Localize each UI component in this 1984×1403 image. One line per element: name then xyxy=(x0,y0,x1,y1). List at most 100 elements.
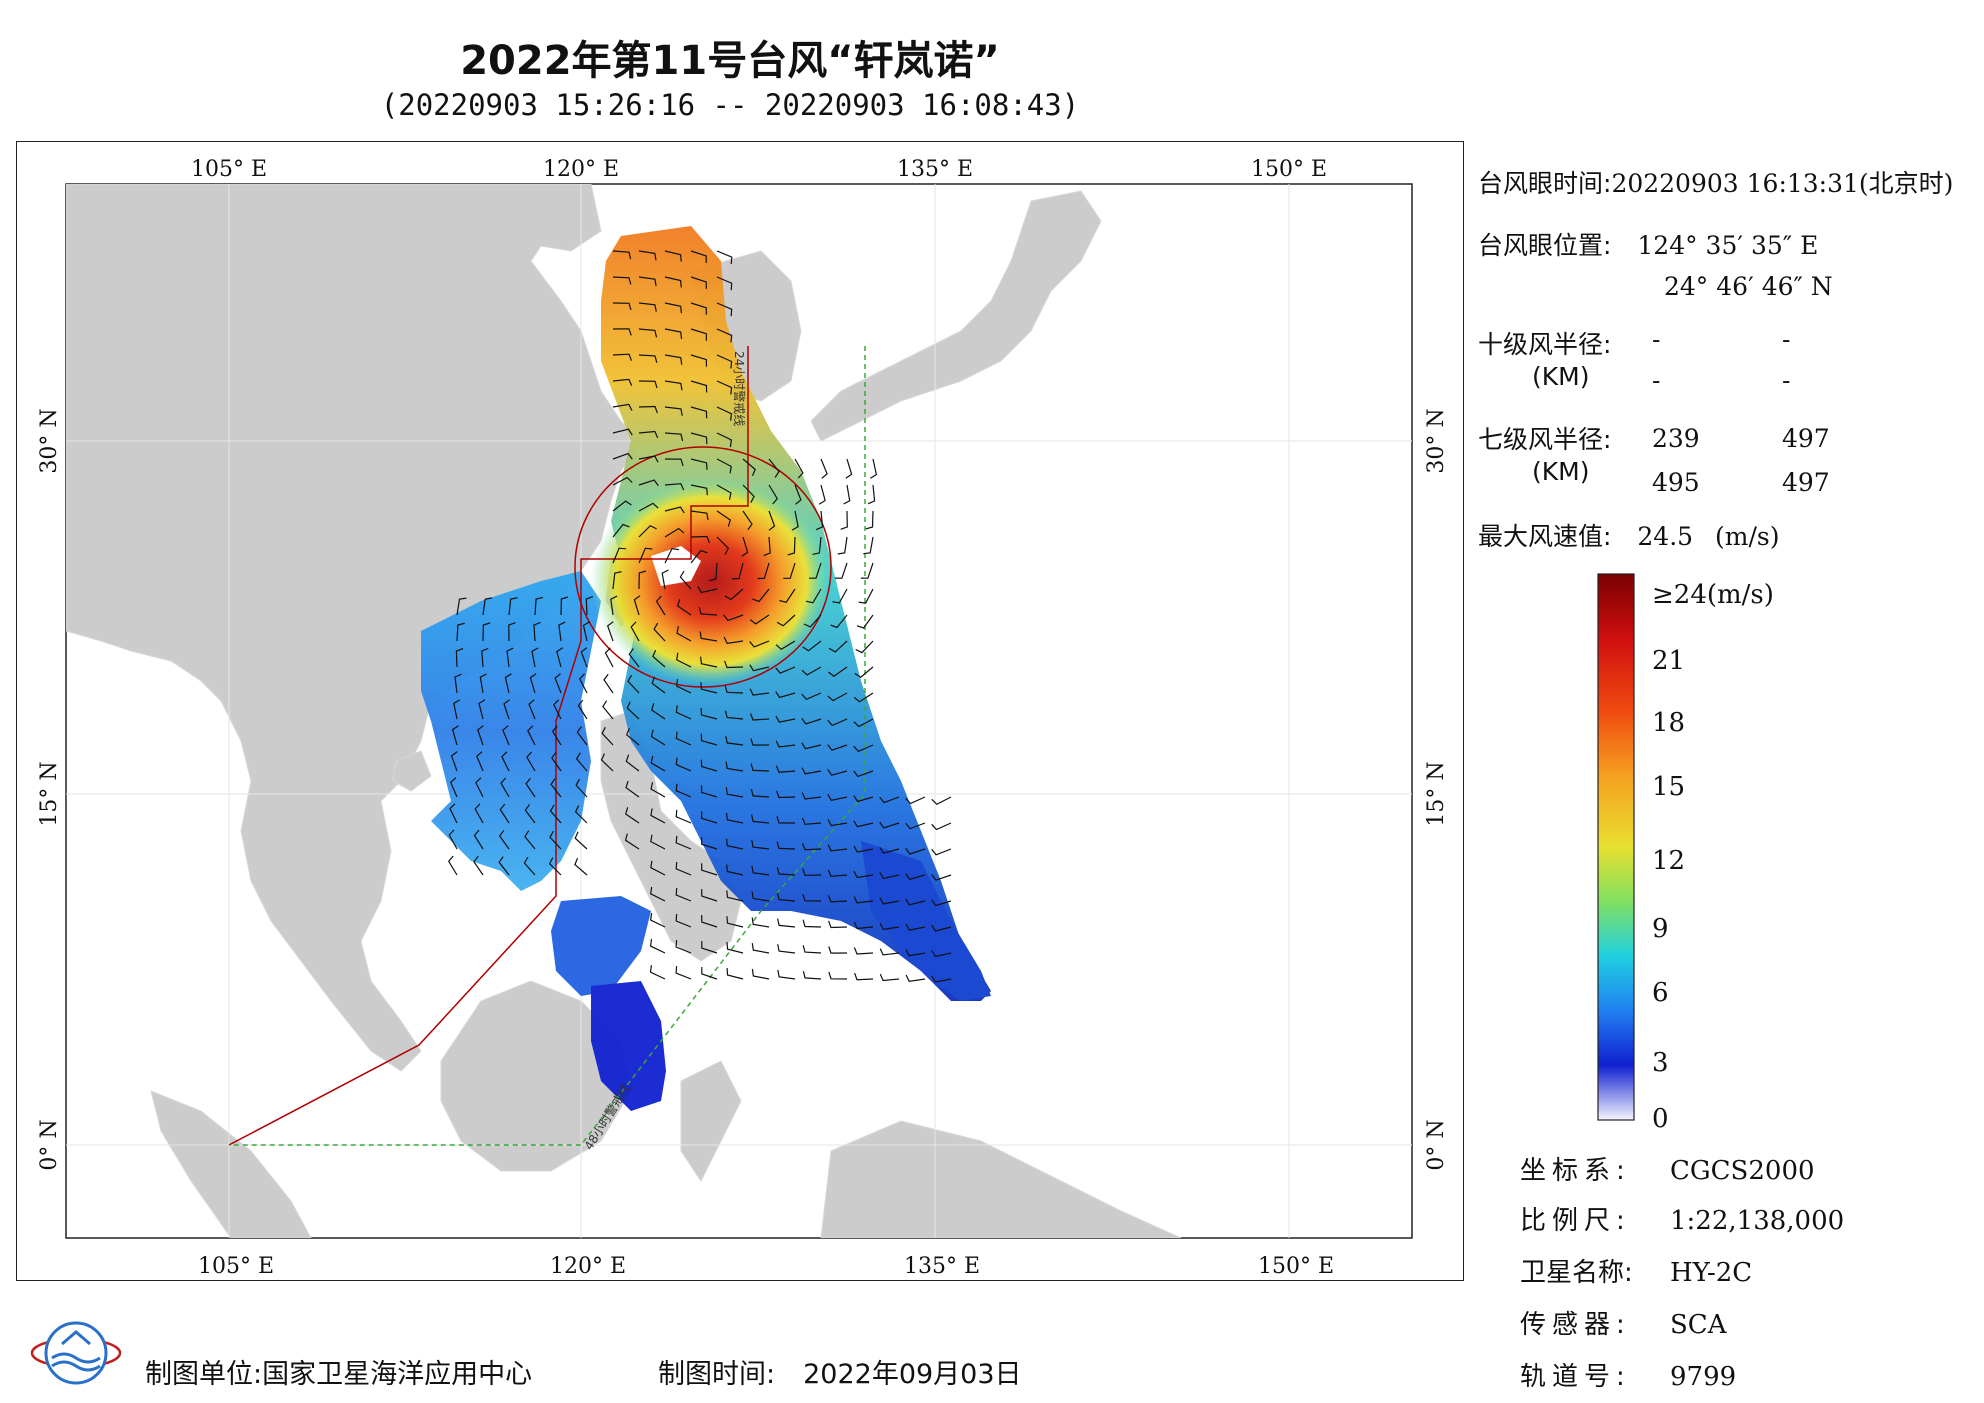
wind-barb xyxy=(751,917,770,928)
wind-barb xyxy=(724,660,744,669)
wind-barb xyxy=(506,647,514,668)
wind-barb xyxy=(664,328,683,340)
wind-barb xyxy=(664,276,682,288)
colorbar-label-12: 12 xyxy=(1652,846,1686,876)
wind-barb xyxy=(827,793,848,801)
wind-barb xyxy=(528,699,536,720)
wind-barb xyxy=(802,919,822,928)
wind-barb xyxy=(701,837,718,850)
wind-field-map[interactable]: 24小时警戒线 48小时警戒线 105° E 120° E 135° E 150… xyxy=(17,142,1463,1280)
wind-barb xyxy=(638,276,657,287)
wind-barb xyxy=(725,761,744,772)
wind-barb xyxy=(751,814,770,824)
wind-barb xyxy=(676,626,692,642)
wind-barb xyxy=(701,889,718,902)
wind-barb xyxy=(724,685,744,694)
wind-barb xyxy=(879,872,900,880)
wind-barb xyxy=(870,458,878,479)
satellite-row: 卫星名称: HY-2C xyxy=(1520,1252,1752,1289)
wind-barb xyxy=(757,562,770,580)
wind-barb xyxy=(675,757,692,772)
wind-barb xyxy=(500,777,510,798)
wind-barb xyxy=(741,536,749,557)
wind-barb xyxy=(612,378,633,387)
wind-barb xyxy=(582,621,590,642)
wind-barb xyxy=(853,947,874,955)
wind-barb xyxy=(775,715,796,723)
wind-barb xyxy=(456,597,467,616)
wind-barb xyxy=(675,966,692,980)
map-subtitle-time-range: (20220903 15:26:16 -- 20220903 16:08:43) xyxy=(380,88,1080,122)
wind-barb xyxy=(533,621,541,642)
wind-barb xyxy=(777,969,796,980)
wind-barb xyxy=(551,751,562,772)
wind-barb xyxy=(716,354,733,369)
wind-barb xyxy=(498,829,510,850)
wind-barb xyxy=(837,536,848,555)
lon-tick-top-150: 150° E xyxy=(1251,157,1327,182)
wind-barb xyxy=(724,710,744,720)
wind-barb xyxy=(576,726,588,746)
wind-barb xyxy=(827,744,848,751)
r10-value-ne: - xyxy=(1652,325,1661,354)
colorbar-label-15: 15 xyxy=(1652,772,1686,802)
wind-barb xyxy=(638,380,658,389)
wind-barb xyxy=(526,751,536,772)
wind-barb xyxy=(803,614,822,628)
warning-line-48h xyxy=(229,346,866,1146)
wind-barb xyxy=(679,570,692,590)
wind-barb xyxy=(560,596,569,616)
wind-barb xyxy=(690,354,708,367)
wind-barb xyxy=(580,647,588,668)
wind-barb xyxy=(697,586,718,594)
wind-barb xyxy=(476,751,484,772)
wind-barb xyxy=(548,857,562,876)
wind-barb xyxy=(690,406,708,419)
wind-barb xyxy=(783,562,796,579)
wind-barb xyxy=(805,588,822,604)
wind-barb xyxy=(661,569,669,590)
lon-tick-bottom-105: 105° E xyxy=(198,1254,274,1279)
wind-barb xyxy=(655,595,666,616)
wind-barb xyxy=(820,458,828,479)
wind-barb xyxy=(801,717,822,725)
eye-time-row: 台风眼时间:20220903 16:13:31(北京时) xyxy=(1478,164,1953,200)
wind-barb xyxy=(524,830,536,850)
orbit-label: 轨道号: xyxy=(1520,1362,1631,1392)
wind-barb xyxy=(827,895,848,903)
wind-barb xyxy=(676,599,692,616)
wind-barb xyxy=(482,597,493,616)
wind-barb xyxy=(855,640,874,654)
wind-barb xyxy=(879,973,900,982)
wind-barb xyxy=(827,692,848,702)
wind-barb xyxy=(473,829,484,850)
wind-barb xyxy=(726,838,744,850)
wind-barb xyxy=(504,673,512,694)
wind-barb xyxy=(624,833,640,850)
wind-barb xyxy=(815,510,824,531)
rain-flag-gap xyxy=(651,546,701,586)
wind-barb xyxy=(675,913,692,928)
wind-barb xyxy=(776,816,796,824)
wind-barb xyxy=(701,915,718,928)
wind-barb xyxy=(624,807,640,824)
wind-barb xyxy=(931,950,952,958)
map-frame: 24小时警戒线 48小时警戒线 105° E 120° E 135° E 150… xyxy=(16,141,1464,1281)
wind-barb xyxy=(751,865,770,876)
wind-barb xyxy=(603,673,614,694)
wind-barb xyxy=(801,692,822,701)
lon-tick-top-135: 135° E xyxy=(897,157,973,182)
wind-barb xyxy=(905,873,926,880)
wind-barb xyxy=(775,740,796,748)
colorbar-label-0: 0 xyxy=(1652,1104,1669,1134)
wind-barb xyxy=(768,484,779,505)
philippine-islands xyxy=(600,710,742,962)
wind-barb xyxy=(482,622,491,642)
wind-barb xyxy=(585,596,594,616)
wind-barb xyxy=(700,682,718,694)
max-wind-label: 最大风速值: xyxy=(1478,522,1612,551)
max-wind-value: 24.5 xyxy=(1637,522,1694,551)
coordinate-system-row: 坐标系: CGCS2000 xyxy=(1520,1150,1815,1187)
wind-barb xyxy=(853,744,874,753)
sulawesi-island xyxy=(680,1060,742,1182)
